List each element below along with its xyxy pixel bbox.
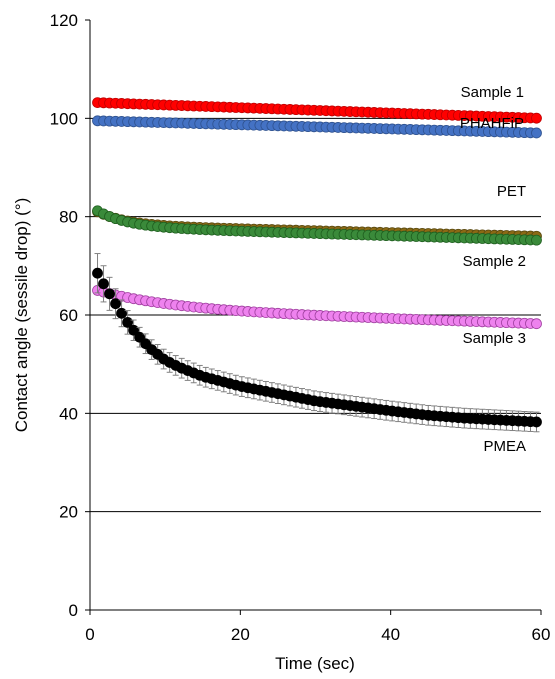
series-sample-1 xyxy=(92,97,542,124)
series-labels: Sample 1 PHAHFiP PET Sample 2 Sample 3 PMEA xyxy=(460,84,526,455)
data-point xyxy=(531,416,542,428)
data-point xyxy=(92,267,103,279)
series-label: Sample 1 xyxy=(461,84,524,101)
series-sample-3 xyxy=(92,285,542,330)
data-point xyxy=(122,316,133,328)
series-pmea xyxy=(92,253,542,433)
data-point xyxy=(531,318,542,330)
data-point xyxy=(128,324,139,336)
series-label: PET xyxy=(497,183,526,200)
series-label: PHAHFiP xyxy=(460,115,524,132)
y-axis-title: Contact angle (sessile drop) (°) xyxy=(12,198,31,433)
data-point xyxy=(116,307,127,319)
data-point xyxy=(104,288,115,300)
data-point xyxy=(98,278,109,290)
data-point xyxy=(531,112,542,124)
series-layer xyxy=(92,97,542,433)
x-axis-title: Time (sec) xyxy=(275,654,355,673)
x-tick-label: 40 xyxy=(381,625,400,644)
x-tick-label: 60 xyxy=(532,625,551,644)
y-tick-label: 80 xyxy=(59,208,78,227)
series-label: Sample 2 xyxy=(463,253,526,270)
x-tick-label: 20 xyxy=(231,625,250,644)
y-tick-label: 20 xyxy=(59,503,78,522)
y-tick-label: 100 xyxy=(50,109,78,128)
y-tick-label: 120 xyxy=(50,11,78,30)
y-tick-label: 60 xyxy=(59,306,78,325)
series-label: PMEA xyxy=(483,438,526,455)
data-point xyxy=(531,127,542,139)
series-sample-2 xyxy=(92,205,542,246)
axes: 0 20 40 60 80 100 120 0 20 40 60 xyxy=(50,11,551,644)
data-point xyxy=(110,298,121,310)
series-phahfip xyxy=(92,115,542,139)
x-tick-label: 0 xyxy=(85,625,94,644)
y-tick-label: 0 xyxy=(69,601,78,620)
series-label: Sample 3 xyxy=(463,330,526,347)
data-point xyxy=(531,234,542,246)
y-tick-label: 40 xyxy=(59,404,78,423)
